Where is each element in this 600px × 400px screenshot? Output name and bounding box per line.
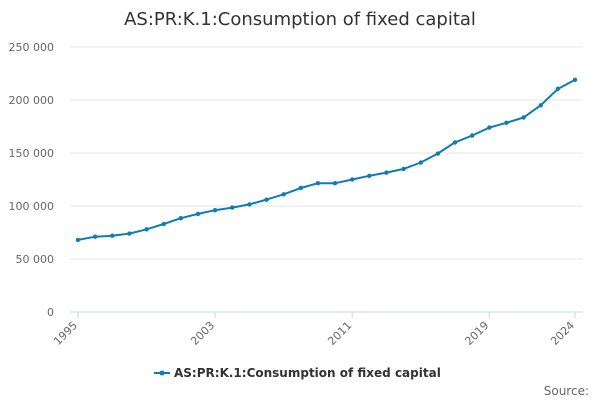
x-tick-label: 2019 — [462, 319, 491, 348]
x-axis: 1995 2003 2011 2019 2024 — [51, 311, 583, 348]
data-point[interactable] — [418, 160, 423, 165]
x-tick-label: 1995 — [51, 319, 80, 348]
data-point[interactable] — [127, 231, 132, 236]
data-point[interactable] — [384, 170, 389, 175]
data-point[interactable] — [350, 177, 355, 182]
grid-lines — [70, 46, 583, 260]
chart-title: AS:PR:K.1:Consumption of fixed capital — [124, 9, 476, 30]
legend[interactable]: AS:PR:K.1:Consumption of fixed capital — [154, 366, 441, 380]
y-tick-label: 0 — [47, 306, 54, 319]
data-point[interactable] — [92, 234, 98, 239]
data-point[interactable] — [487, 125, 492, 130]
data-point[interactable] — [75, 237, 81, 243]
legend-label[interactable]: AS:PR:K.1:Consumption of fixed capital — [174, 366, 441, 380]
data-point[interactable] — [264, 197, 269, 202]
data-point[interactable] — [367, 173, 372, 178]
data-point[interactable] — [178, 215, 184, 221]
data-point[interactable] — [298, 185, 303, 191]
data-point[interactable] — [212, 208, 218, 213]
y-tick-label: 150 000 — [9, 147, 55, 160]
data-point[interactable] — [521, 115, 526, 120]
data-point[interactable] — [247, 202, 252, 207]
series-line[interactable] — [77, 79, 576, 241]
series-layer — [75, 77, 578, 243]
data-point[interactable] — [332, 181, 338, 186]
data-point[interactable] — [110, 233, 115, 238]
data-point[interactable] — [144, 227, 149, 232]
data-point[interactable] — [572, 77, 578, 83]
y-tick-label: 100 000 — [9, 200, 55, 213]
x-tick-label: 2024 — [548, 319, 577, 348]
y-tick-label: 250 000 — [9, 41, 55, 54]
y-tick-label: 50 000 — [16, 253, 55, 266]
data-point[interactable] — [555, 86, 561, 92]
data-point[interactable] — [315, 181, 321, 186]
data-point[interactable] — [452, 140, 458, 145]
source-label: Source: — [544, 384, 589, 398]
data-point[interactable] — [230, 205, 235, 210]
x-tick-label: 2003 — [188, 319, 217, 348]
data-point[interactable] — [538, 103, 543, 108]
x-tick-label: 2011 — [325, 319, 354, 348]
data-point[interactable] — [281, 192, 286, 197]
legend-marker-symbol — [159, 370, 165, 376]
data-point[interactable] — [504, 120, 509, 125]
data-point[interactable] — [401, 166, 406, 172]
data-point[interactable] — [469, 133, 475, 138]
y-tick-label: 200 000 — [9, 94, 55, 107]
y-axis: 0 50 000 100 000 150 000 200 000 250 000 — [9, 41, 55, 319]
data-point[interactable] — [195, 211, 201, 217]
data-point[interactable] — [161, 221, 166, 227]
data-point[interactable] — [435, 151, 441, 156]
